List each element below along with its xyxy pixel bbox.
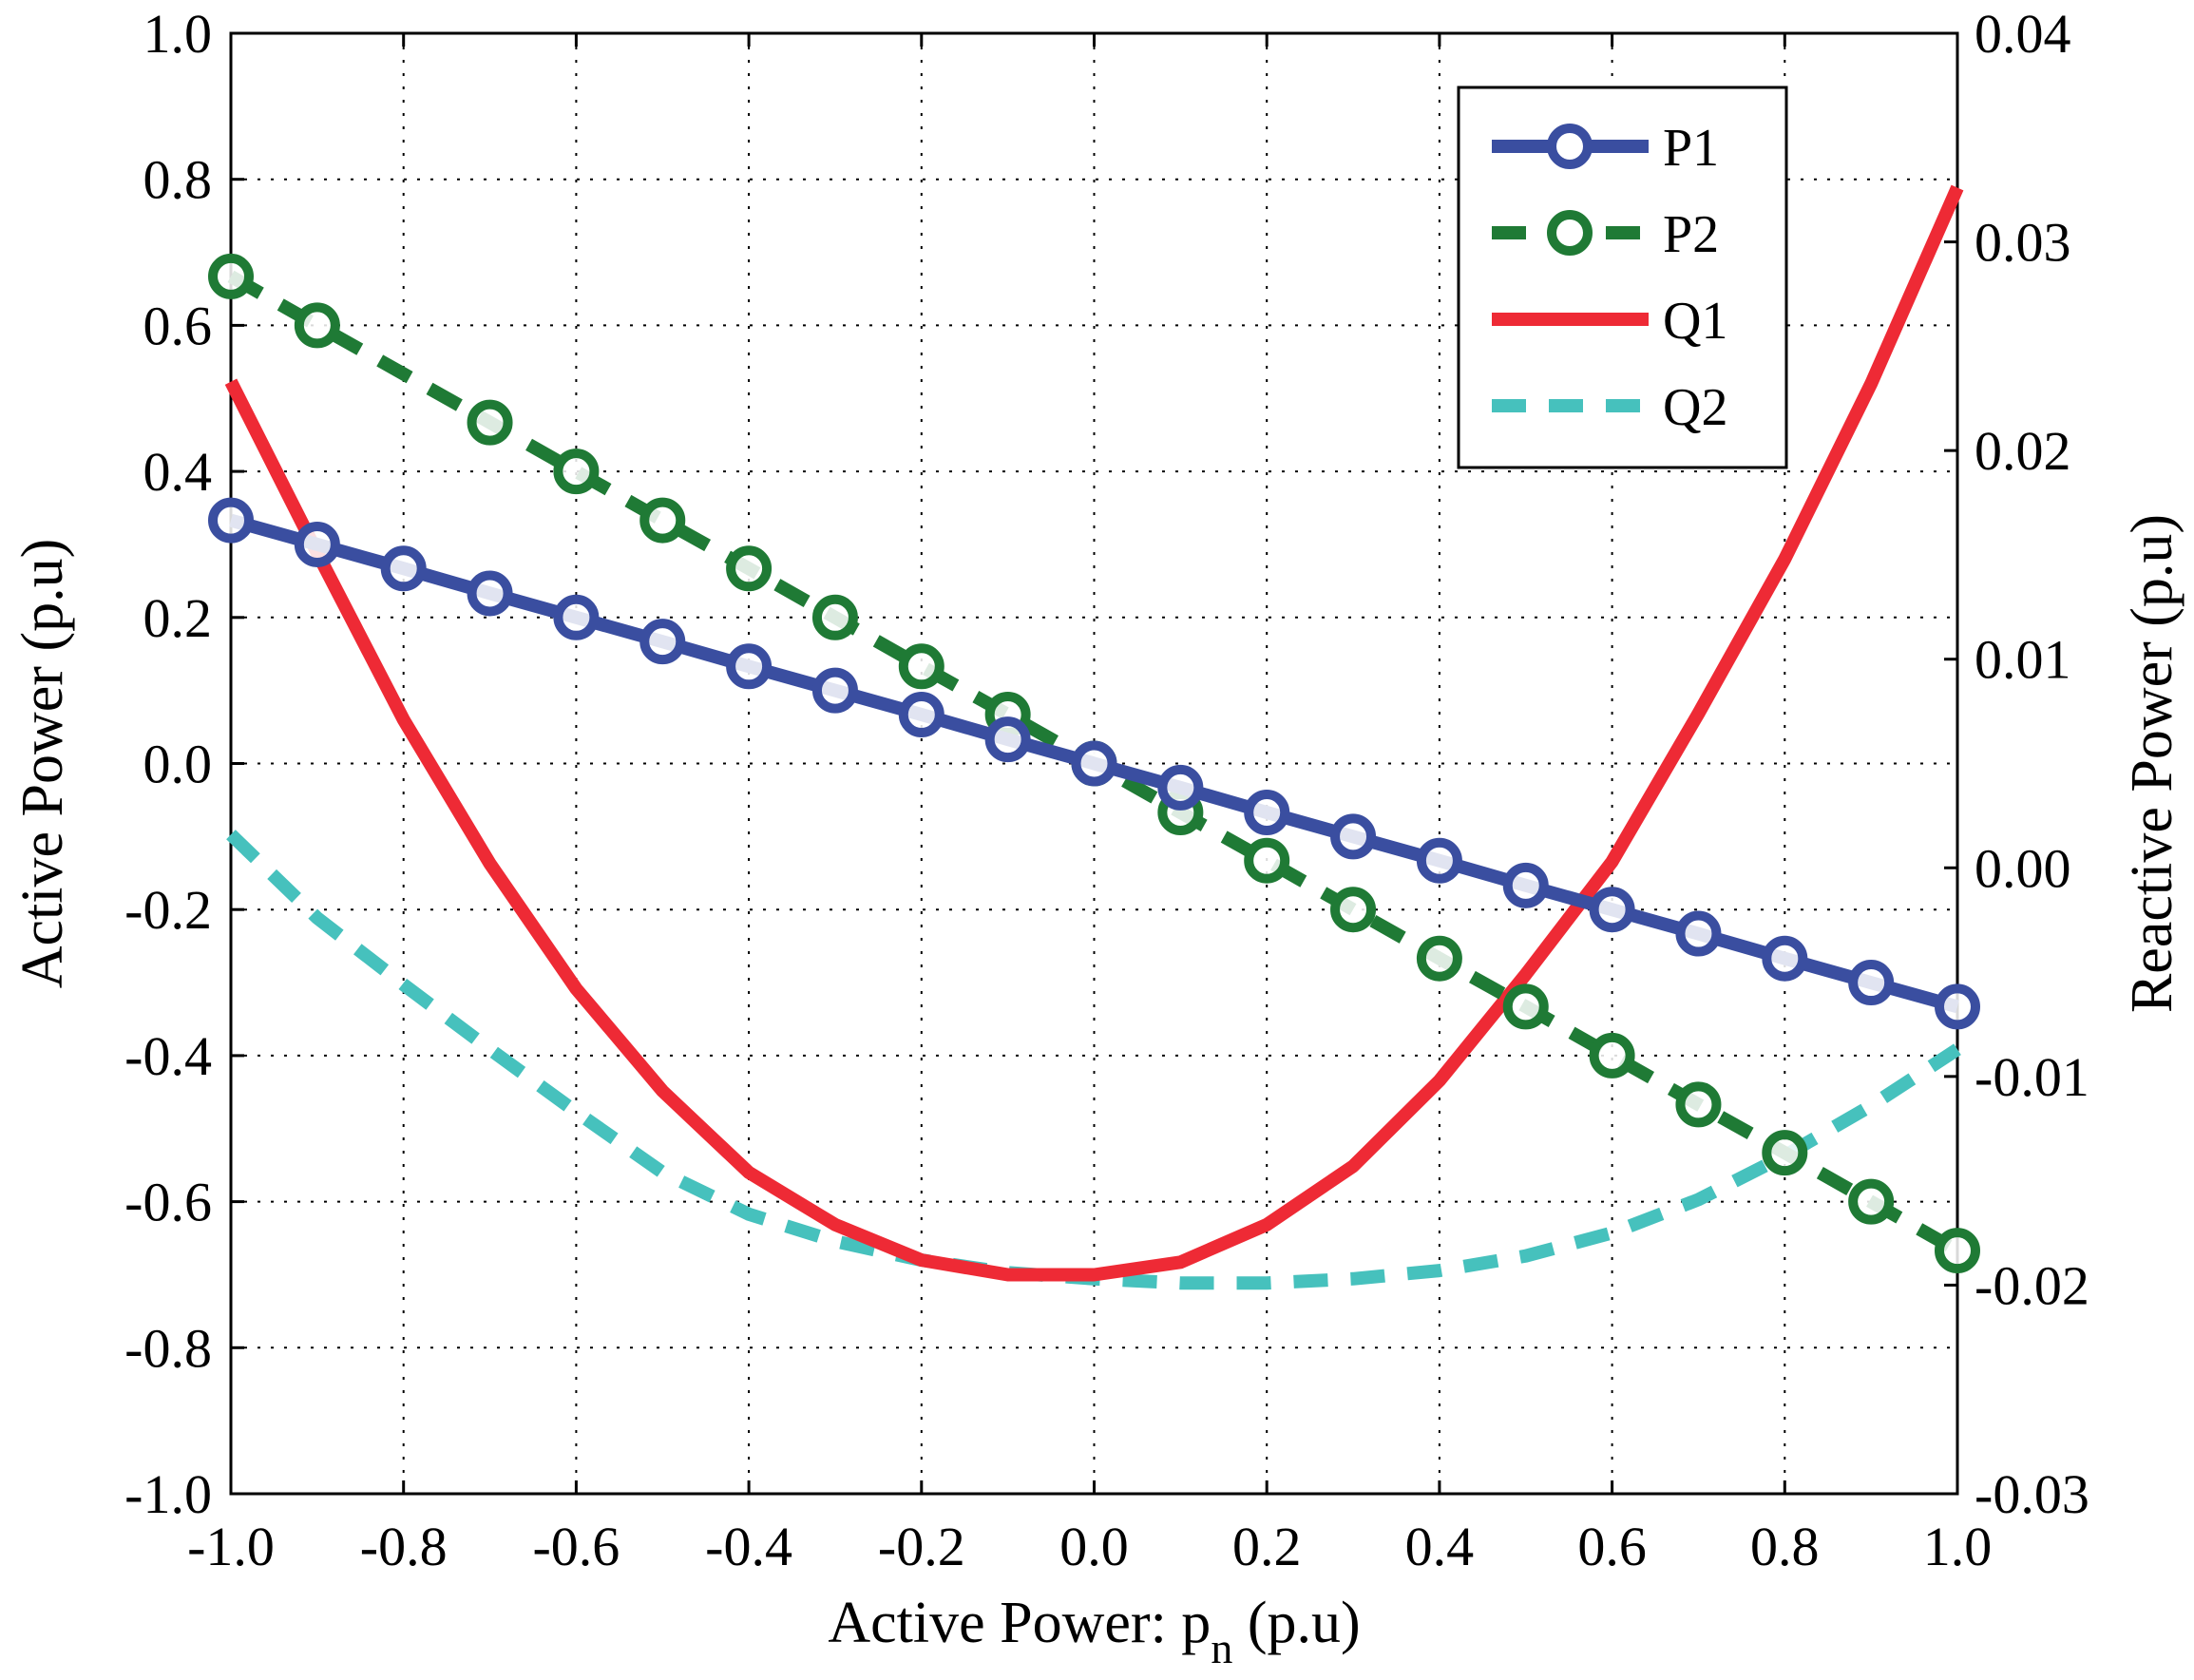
legend-q2-label: Q2: [1663, 378, 1727, 437]
y2-tick-label: 0.03: [1975, 212, 2071, 274]
y-tick-labels: -1.0 -0.8 -0.6 -0.4 -0.2 0.0 0.2 0.4 0.6 0.8 1.0: [124, 3, 212, 1525]
x-axis-title-main: Active Power: p: [828, 1591, 1211, 1655]
x-axis-title: Active Power: pn (p.u): [828, 1591, 1360, 1672]
legend-entry-q1: Q1: [1492, 292, 1727, 351]
legend-p2-marker: [1547, 210, 1593, 256]
x-tick-label: 0.6: [1577, 1516, 1647, 1577]
x-tick-label: 0.2: [1232, 1516, 1302, 1577]
y-tick-label: -0.8: [124, 1317, 212, 1379]
legend-entry-p1: P1: [1492, 119, 1719, 178]
x-tick-label: 0.4: [1405, 1516, 1475, 1577]
x-tick-label: 0.0: [1059, 1516, 1129, 1577]
series-p2-point: [1244, 837, 1290, 884]
y2-tick-labels: -0.03 -0.02 -0.01 0.00 0.01 0.02 0.03 0.04: [1975, 3, 2089, 1525]
series-p1-point: [811, 667, 858, 714]
series-q1-line: [224, 184, 1964, 1282]
series-p1-point: [1848, 960, 1895, 1006]
series-layer: [208, 184, 1980, 1290]
y2-tick-label: 0.01: [1975, 629, 2071, 691]
series-p2-point: [898, 643, 944, 690]
x-tick-label: 1.0: [1923, 1516, 1993, 1577]
series-p2-point: [553, 449, 600, 495]
y2-tick-label: 0.04: [1975, 3, 2071, 65]
y-tick-label: 0.4: [143, 441, 213, 503]
series-p1-point: [1935, 983, 1980, 1030]
series-p1-point: [1502, 862, 1549, 908]
legend-p1-label: P1: [1663, 119, 1719, 178]
x-tick-label: -0.8: [360, 1516, 448, 1577]
series-p1-point: [1675, 910, 1722, 957]
series-p1-point: [1244, 789, 1290, 835]
x-axis-title-subscript: n: [1211, 1624, 1232, 1672]
series-p2-point: [639, 497, 686, 544]
y-tick-label: -1.0: [124, 1463, 212, 1525]
x-tick-label: -0.4: [705, 1516, 792, 1577]
legend-p1-marker: [1547, 124, 1593, 169]
series-p1-point: [553, 594, 600, 640]
series-p1-point: [1157, 764, 1204, 811]
series-p2-point: [294, 302, 340, 349]
series-p1-point: [1589, 887, 1635, 933]
x-tick-labels: -1.0 -0.8 -0.6 -0.4 -0.2 0.0 0.2 0.4 0.6 0.8 1.0: [187, 1516, 1992, 1577]
legend: P1 P2 Q1 Q2: [1457, 86, 1788, 469]
series-p1-point: [1071, 740, 1117, 787]
legend-entry-q2: Q2: [1492, 378, 1727, 437]
series-p1-point: [380, 545, 427, 592]
y-tick-label: 0.0: [143, 734, 213, 795]
y2-tick-label: -0.02: [1975, 1254, 2089, 1316]
series-p2-point: [1675, 1081, 1722, 1128]
series-p2-point: [1502, 983, 1549, 1030]
series-p2-point: [467, 399, 513, 446]
x-tick-label: -1.0: [187, 1516, 275, 1577]
y-tick-label: 0.2: [143, 587, 213, 649]
legend-q1-label: Q1: [1663, 292, 1727, 351]
series-p1-point: [984, 716, 1031, 763]
y-tick-label: -0.6: [124, 1172, 212, 1233]
series-p1-point: [1762, 935, 1808, 982]
series-p2-point: [1848, 1178, 1895, 1225]
series-p1-point: [639, 619, 686, 665]
series-p2-point: [1762, 1130, 1808, 1176]
y2-axis-title: Reactive Power (p.u): [2120, 514, 2184, 1013]
series-p1-point: [208, 497, 254, 544]
series-p1: [208, 497, 1980, 1030]
x-tick-label: -0.6: [532, 1516, 620, 1577]
x-tick-label: 0.8: [1750, 1516, 1820, 1577]
tick-marks: [229, 31, 1959, 1496]
series-p2-point: [1935, 1228, 1980, 1274]
y-tick-label: -0.4: [124, 1025, 212, 1087]
y-axis-title: Active Power (p.u): [10, 539, 75, 988]
series-p2-point: [1589, 1032, 1635, 1079]
series-p2-point: [1330, 887, 1377, 933]
y2-tick-label: -0.03: [1975, 1463, 2089, 1525]
series-p2-point: [1416, 935, 1462, 982]
series-q1: [224, 184, 1964, 1282]
x-axis-title-unit: (p.u): [1232, 1591, 1360, 1655]
series-p2-point: [811, 594, 858, 640]
y2-tick-label: 0.00: [1975, 837, 2071, 899]
series-p1-point: [1330, 813, 1377, 860]
series-p1-point: [294, 521, 340, 567]
legend-p2-label: P2: [1663, 205, 1719, 264]
y2-tick-label: -0.01: [1975, 1046, 2089, 1108]
series-p1-point: [467, 570, 513, 617]
y-tick-label: 0.8: [143, 149, 213, 211]
x-tick-label: -0.2: [878, 1516, 965, 1577]
series-p2: [208, 253, 1980, 1274]
legend-entry-p2: P2: [1492, 205, 1719, 264]
series-p2-point: [726, 545, 773, 592]
y-tick-label: 1.0: [143, 3, 213, 65]
y-tick-label: -0.2: [124, 879, 212, 941]
y2-tick-label: 0.02: [1975, 420, 2071, 482]
y-tick-label: 0.6: [143, 295, 213, 356]
series-p1-point: [1416, 837, 1462, 884]
series-p2-point: [208, 253, 254, 299]
series-p1-point: [726, 643, 773, 690]
series-p1-point: [898, 692, 944, 738]
